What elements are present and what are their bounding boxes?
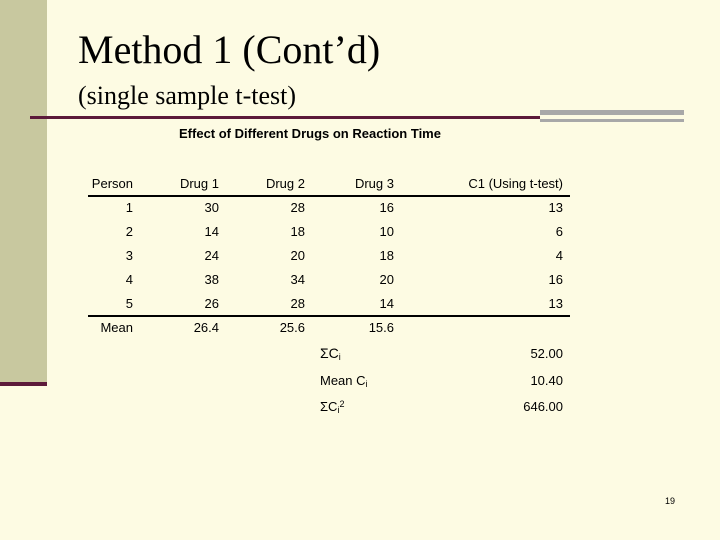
mean-c-value: 10.40 — [530, 373, 563, 388]
table-cell: 20 — [290, 248, 305, 263]
table-cell: 26 — [204, 296, 219, 311]
sumsq-symbol: ΣC — [320, 399, 338, 414]
table-cell: 16 — [379, 200, 394, 215]
mean-c-subscript: i — [365, 379, 368, 389]
table-cell: 3 — [125, 248, 133, 263]
table-cell: 28 — [290, 296, 305, 311]
sumsq-superscript: 2 — [339, 399, 345, 409]
table-cell: 28 — [290, 200, 305, 215]
table-cell: 4 — [555, 248, 563, 263]
table-caption: Effect of Different Drugs on Reaction Ti… — [179, 126, 441, 141]
data-rule — [88, 315, 570, 317]
table-cell: 13 — [548, 296, 563, 311]
mean-c-label: Mean Ci — [320, 373, 368, 389]
table-cell: 13 — [548, 200, 563, 215]
table-cell: 2 — [125, 224, 133, 239]
table-cell: 14 — [204, 224, 219, 239]
mean-c-text: Mean C — [320, 373, 366, 388]
table-cell: 6 — [555, 224, 563, 239]
mean-label: Mean — [100, 320, 133, 335]
table-cell: 10 — [379, 224, 394, 239]
mean-drug-2: 25.6 — [279, 320, 305, 335]
table-cell: 18 — [290, 224, 305, 239]
table-cell: 24 — [204, 248, 219, 263]
header-rule — [88, 195, 570, 197]
sumsq-value: 646.00 — [523, 399, 563, 414]
title-divider-accent — [540, 110, 684, 115]
sumsq-subscript: i — [337, 405, 340, 415]
mean-drug-1: 26.4 — [193, 320, 219, 335]
sum-label: ΣCi — [320, 345, 341, 362]
slide-title: Method 1 (Cont’d) — [78, 27, 381, 72]
header-c1: C1 (Using t-test) — [468, 176, 563, 191]
sidebar-accent-underline — [0, 382, 47, 386]
mean-drug-3: 15.6 — [368, 320, 394, 335]
table-cell: 20 — [379, 272, 394, 287]
title-divider — [30, 116, 540, 119]
table-cell: 5 — [125, 296, 133, 311]
page-number: 19 — [664, 496, 675, 506]
header-drug-3: Drug 3 — [354, 176, 394, 191]
table-cell: 1 — [125, 200, 133, 215]
table-cell: 38 — [204, 272, 219, 287]
sumsq-label: ΣCi2 — [320, 399, 344, 415]
title-divider-accent-lower — [540, 119, 684, 122]
header-person: Person — [91, 176, 133, 191]
sum-value: 52.00 — [530, 346, 563, 361]
table-cell: 4 — [125, 272, 133, 287]
table-cell: 34 — [290, 272, 305, 287]
table-cell: 16 — [548, 272, 563, 287]
slide-subtitle: (single sample t-test) — [78, 81, 297, 110]
sum-subscript: i — [338, 352, 341, 362]
sidebar-accent-bar — [0, 0, 47, 386]
table-cell: 18 — [379, 248, 394, 263]
sum-symbol: ΣC — [320, 345, 339, 361]
header-drug-1: Drug 1 — [179, 176, 219, 191]
table-cell: 14 — [379, 296, 394, 311]
header-drug-2: Drug 2 — [265, 176, 305, 191]
table-cell: 30 — [204, 200, 219, 215]
